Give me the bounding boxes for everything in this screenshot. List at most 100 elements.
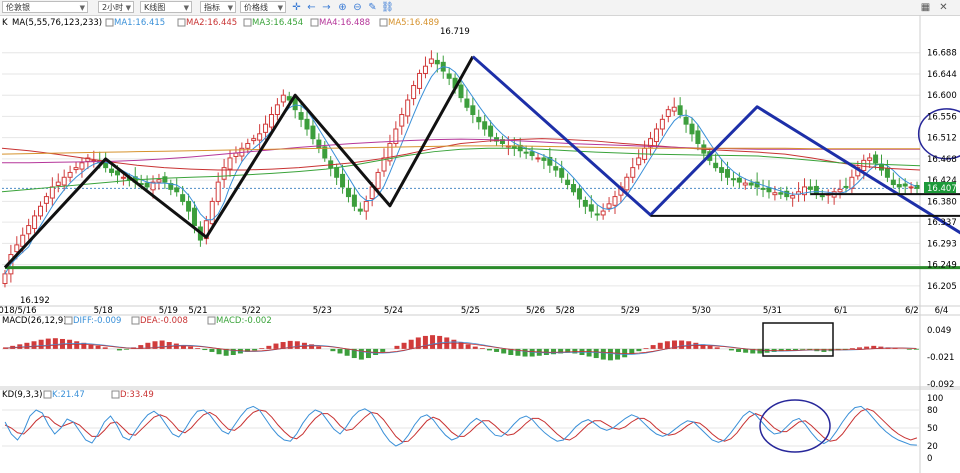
candle-body	[49, 186, 55, 199]
ma2-legend: MA2:16.445	[186, 18, 237, 28]
time-axis-label: 5/19	[159, 306, 178, 316]
symbol-select-label: 伦敦银	[6, 3, 30, 12]
macd-dea-line	[5, 342, 917, 354]
diff-checkbox[interactable]	[64, 316, 73, 325]
price-line-select[interactable]: 价格线 ▼	[240, 1, 286, 13]
candle-body	[280, 94, 286, 103]
chart-type-select[interactable]: K线图 ▼	[140, 1, 192, 13]
candle-body	[772, 192, 778, 196]
candle-body	[32, 215, 38, 229]
candlestick-series	[2, 50, 920, 288]
candle-body	[659, 118, 665, 130]
candle-body	[559, 168, 565, 178]
grid-menu-icon[interactable]: ▦	[920, 2, 931, 13]
low-price-annotation: 16.192	[20, 296, 50, 306]
candle-body	[411, 85, 417, 100]
candle-body	[251, 138, 257, 142]
candle-body	[890, 179, 896, 186]
candle-body	[37, 205, 43, 217]
candle-body	[174, 187, 180, 193]
candle-body	[304, 118, 310, 130]
candle-body	[760, 187, 766, 190]
price-tick-label: 16.512	[927, 134, 957, 144]
dea-checkbox[interactable]	[131, 316, 140, 325]
candle-body	[221, 167, 227, 180]
d-checkbox[interactable]	[111, 390, 120, 399]
chart-gridlines	[2, 52, 920, 287]
candle-body	[209, 200, 215, 225]
ma4-checkbox[interactable]	[310, 18, 319, 27]
moving-average-lines	[1, 66, 921, 275]
candle-body	[357, 208, 363, 212]
candle-body	[351, 194, 357, 207]
candle-body	[298, 112, 304, 120]
candle-body	[802, 186, 808, 196]
draw-pen-icon[interactable]: ✎	[368, 2, 377, 13]
time-axis-label: 5/22	[242, 306, 261, 316]
candle-body	[837, 188, 843, 193]
arrow-right-icon[interactable]: →	[322, 2, 331, 13]
ma2-line	[1, 138, 921, 171]
ma1-checkbox[interactable]	[105, 18, 114, 27]
highlight-circle-price	[917, 108, 960, 160]
candle-body	[26, 225, 32, 235]
kd-k-legend: K:21.47	[52, 390, 85, 400]
candle-body	[748, 182, 754, 186]
indicator-select[interactable]: 指标 ▼	[200, 1, 236, 13]
candle-body	[529, 151, 535, 157]
candle-body	[636, 157, 642, 166]
candle-body	[73, 167, 79, 171]
candle-body	[600, 210, 606, 216]
k-checkbox[interactable]	[43, 390, 52, 399]
kd-tick-label: 0	[927, 454, 932, 464]
candle-body	[653, 128, 659, 143]
price-tick-label: 16.644	[927, 70, 957, 80]
candle-body	[742, 182, 748, 186]
ma2-checkbox[interactable]	[177, 18, 186, 27]
price-tick-label: 16.468	[927, 155, 957, 165]
candle-body	[120, 176, 126, 179]
descending-trendline	[471, 55, 960, 235]
ma5-checkbox[interactable]	[379, 18, 388, 27]
arrow-left-icon[interactable]: ←	[307, 2, 316, 13]
zoom-out-icon[interactable]: ⊖	[353, 2, 362, 13]
time-axis-label: 5/18	[94, 306, 113, 316]
candle-body	[719, 167, 725, 173]
candle-body	[286, 96, 292, 101]
candle-body	[191, 207, 197, 227]
candle-body	[778, 192, 784, 195]
macd-checkbox[interactable]	[207, 316, 216, 325]
price-tick-label: 16.249	[927, 261, 957, 271]
candle-body	[908, 186, 914, 189]
link-icon[interactable]: ⛓	[381, 2, 394, 13]
period-select[interactable]: 2小时 ▼	[98, 1, 134, 13]
candle-body	[334, 167, 340, 178]
macd-highlight-box	[762, 322, 834, 357]
zoom-in-icon[interactable]: ⊕	[338, 2, 347, 13]
candle-body	[233, 152, 239, 158]
highlight-circle-kd	[759, 399, 831, 453]
time-axis-label: 5/28	[556, 306, 575, 316]
macd-diff-legend: DIFF:-0.009	[73, 316, 121, 326]
crosshair-icon[interactable]: ✛	[292, 2, 301, 13]
macd-tick-label: 0.049	[927, 326, 951, 336]
chevron-down-icon: ▼	[227, 4, 233, 12]
symbol-select[interactable]: 伦敦银 ▼	[2, 1, 88, 13]
candle-body	[482, 121, 488, 130]
candle-body	[784, 190, 790, 198]
ma3-checkbox[interactable]	[243, 18, 252, 27]
candle-body	[79, 162, 85, 170]
candle-body	[606, 203, 612, 209]
close-icon[interactable]: ✕	[939, 2, 948, 13]
candle-body	[671, 106, 677, 112]
price-tick-label: 16.337	[927, 218, 957, 228]
kd-d-line	[4, 408, 918, 443]
time-axis-label: 5/24	[384, 306, 403, 316]
candle-body	[387, 142, 393, 162]
time-axis-label: 6/1	[834, 306, 848, 316]
candle-body	[488, 125, 494, 137]
macd-value-legend: MACD:-0.002	[216, 316, 272, 326]
candle-body	[476, 116, 482, 123]
kd-label: KD(9,3,3)	[2, 390, 42, 400]
